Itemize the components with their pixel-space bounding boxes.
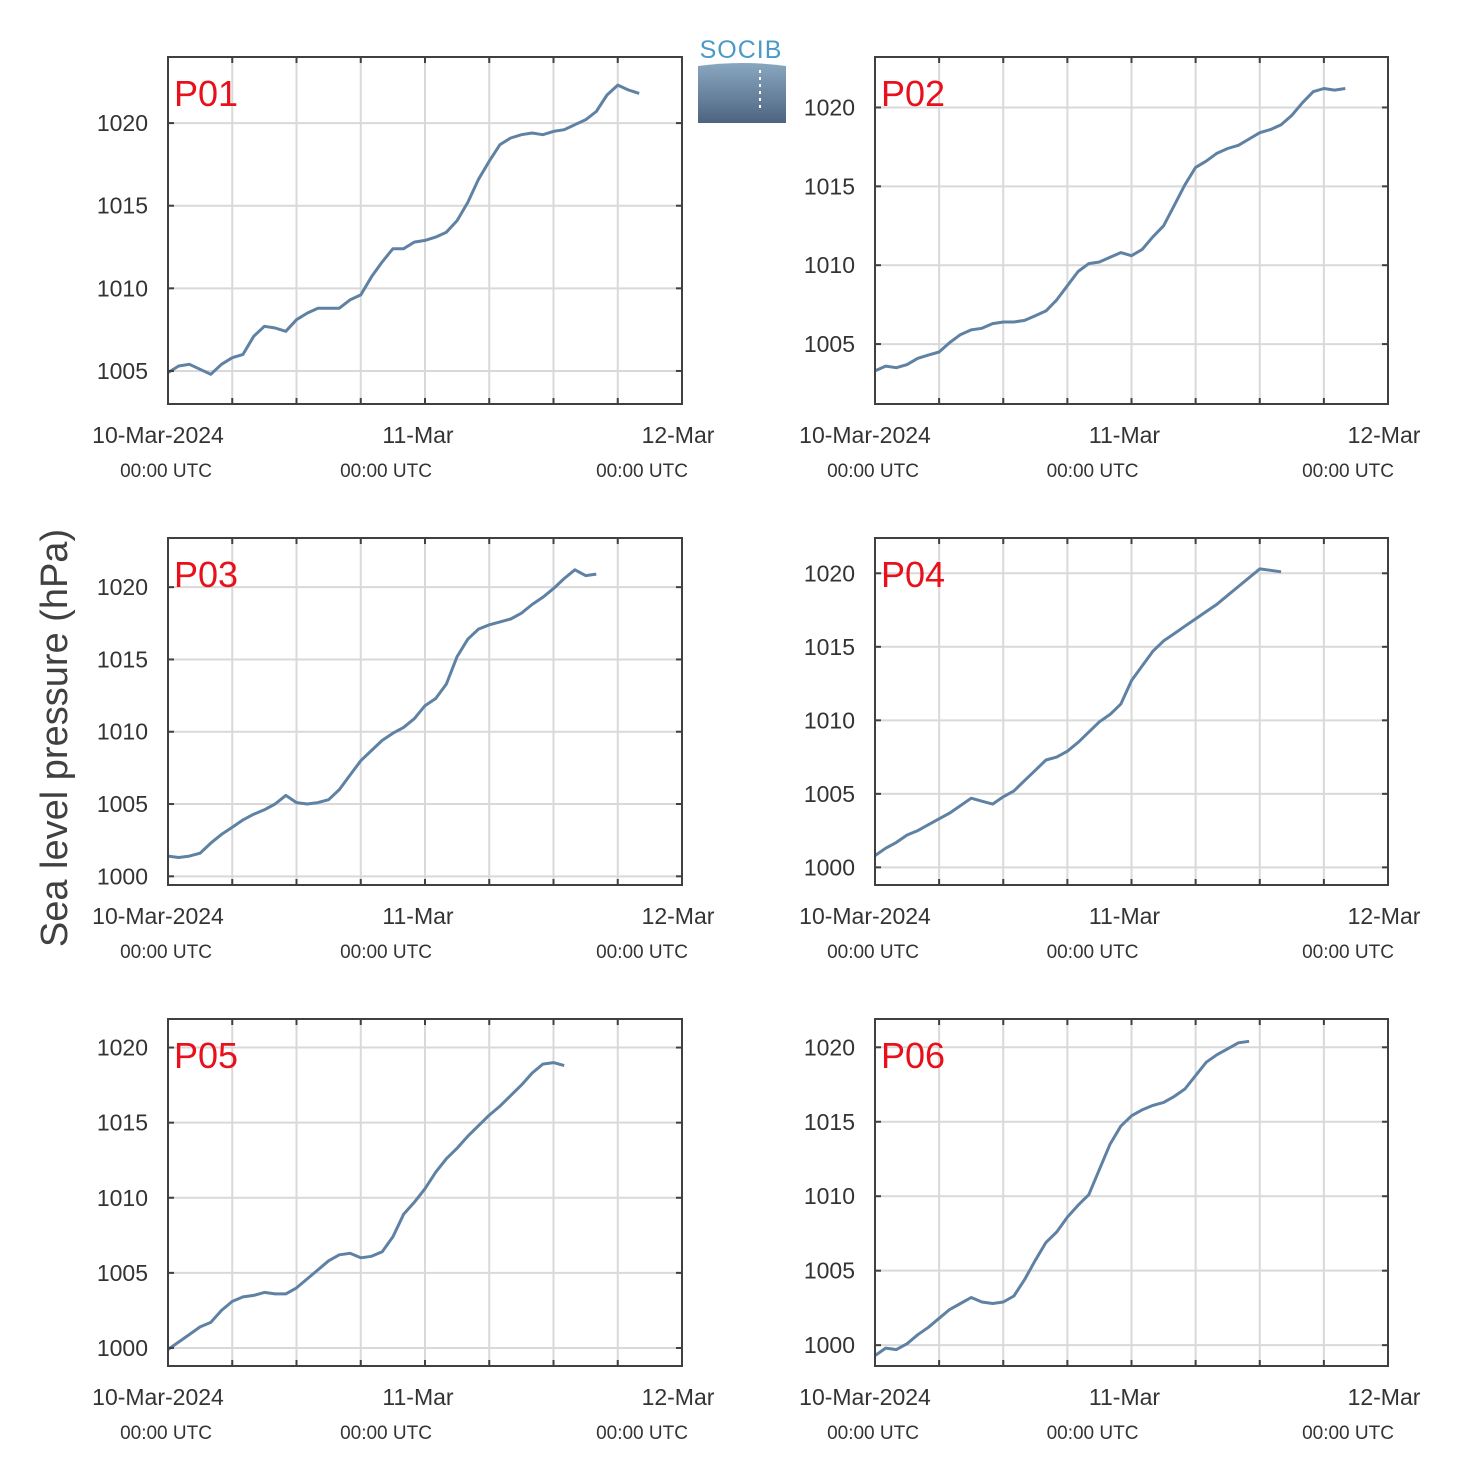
y-tick-label: 1010 [97, 275, 148, 301]
y-tick-label: 1015 [97, 1110, 148, 1136]
socib-logo: SOCIB [698, 36, 786, 123]
panel-p04: 1000 1005 1010 1015 1020 10-Mar-2024 00:00 UTC… [799, 537, 1421, 963]
series-line [167, 568, 597, 859]
y-tick-label: 1005 [804, 1258, 855, 1284]
x-tick-label: 10-Mar-2024 [92, 422, 224, 448]
panel-title: P04 [881, 554, 945, 595]
y-tick-label: 1020 [804, 94, 855, 120]
x-tick-sublabel: 00:00 UTC [1302, 461, 1394, 482]
y-tick-label: 1005 [97, 358, 148, 384]
series-line [874, 87, 1346, 373]
x-tick-sublabel: 00:00 UTC [827, 942, 919, 963]
panel-p06: 1000 1005 1010 1015 1020 10-Mar-2024 00:00 UTC… [799, 1018, 1421, 1444]
panel-p05: 1000 1005 1010 1015 1020 10-Mar-2024 00:00 UTC… [92, 1018, 715, 1444]
panel-title: P06 [881, 1035, 945, 1076]
y-tick-label: 1005 [97, 1260, 148, 1286]
y-tick-label: 1015 [97, 646, 148, 672]
x-tick-sublabel: 00:00 UTC [120, 942, 212, 963]
x-tick-label: 11-Mar [382, 422, 453, 448]
x-tick-label: 11-Mar [1089, 903, 1160, 929]
series-line [874, 567, 1282, 857]
y-tick-label: 1000 [97, 1335, 148, 1361]
series-line [874, 1039, 1250, 1357]
x-tick-label: 12-Mar [642, 422, 715, 448]
y-tick-label: 1010 [804, 252, 855, 278]
x-tick-sublabel: 00:00 UTC [827, 1423, 919, 1444]
y-tick-label: 1020 [97, 110, 148, 136]
x-tick-label: 10-Mar-2024 [799, 903, 931, 929]
x-tick-label: 12-Mar [642, 903, 715, 929]
y-tick-label: 1005 [97, 791, 148, 817]
x-tick-label: 12-Mar [1348, 1384, 1421, 1410]
y-tick-label: 1005 [804, 781, 855, 807]
y-tick-label: 1015 [804, 1109, 855, 1135]
y-tick-label: 1010 [804, 1183, 855, 1209]
x-tick-sublabel: 00:00 UTC [340, 1423, 432, 1444]
panel-title: P02 [881, 73, 945, 114]
x-tick-label: 11-Mar [1089, 422, 1160, 448]
panel-title: P05 [174, 1035, 238, 1076]
x-tick-label: 10-Mar-2024 [92, 903, 224, 929]
x-tick-label: 10-Mar-2024 [92, 1384, 224, 1410]
panel-p01: 1005 1010 1015 1020 10-Mar-2024 00:00 UTC 11-M… [92, 56, 715, 482]
panel-p02: 1005 1010 1015 1020 10-Mar-2024 00:00 UTC 11-M… [799, 56, 1421, 482]
y-tick-label: 1000 [97, 863, 148, 889]
series-line [167, 1061, 565, 1351]
y-tick-label: 1015 [804, 173, 855, 199]
x-tick-label: 10-Mar-2024 [799, 1384, 931, 1410]
series-line [167, 83, 640, 376]
x-tick-label: 11-Mar [382, 903, 453, 929]
panel-title: P03 [174, 554, 238, 595]
y-tick-label: 1005 [804, 331, 855, 357]
y-tick-label: 1020 [97, 574, 148, 600]
x-tick-label: 12-Mar [1348, 422, 1421, 448]
y-tick-label: 1015 [97, 193, 148, 219]
x-tick-sublabel: 00:00 UTC [1047, 1423, 1139, 1444]
y-tick-label: 1010 [97, 719, 148, 745]
panel-title: P01 [174, 73, 238, 114]
logo-text: SOCIB [700, 36, 783, 64]
x-tick-sublabel: 00:00 UTC [1047, 942, 1139, 963]
x-tick-sublabel: 00:00 UTC [340, 461, 432, 482]
panel-p03: 1000 1005 1010 1015 1020 10-Mar-2024 00:00 UTC… [92, 537, 715, 963]
x-tick-sublabel: 00:00 UTC [1302, 942, 1394, 963]
x-tick-sublabel: 00:00 UTC [1302, 1423, 1394, 1444]
x-tick-sublabel: 00:00 UTC [596, 461, 688, 482]
x-tick-label: 10-Mar-2024 [799, 422, 931, 448]
x-tick-sublabel: 00:00 UTC [120, 1423, 212, 1444]
y-tick-label: 1000 [804, 854, 855, 880]
x-tick-sublabel: 00:00 UTC [120, 461, 212, 482]
x-tick-sublabel: 00:00 UTC [340, 942, 432, 963]
x-tick-label: 11-Mar [382, 1384, 453, 1410]
y-axis-label: Sea level pressure (hPa) [34, 529, 76, 947]
y-tick-label: 1020 [97, 1035, 148, 1061]
x-tick-label: 11-Mar [1089, 1384, 1160, 1410]
y-tick-label: 1015 [804, 634, 855, 660]
y-tick-label: 1010 [97, 1185, 148, 1211]
x-tick-sublabel: 00:00 UTC [1047, 461, 1139, 482]
y-tick-label: 1000 [804, 1332, 855, 1358]
x-tick-sublabel: 00:00 UTC [827, 461, 919, 482]
x-tick-label: 12-Mar [642, 1384, 715, 1410]
y-tick-label: 1010 [804, 707, 855, 733]
y-tick-label: 1020 [804, 1034, 855, 1060]
x-tick-sublabel: 00:00 UTC [596, 942, 688, 963]
x-tick-label: 12-Mar [1348, 903, 1421, 929]
x-tick-sublabel: 00:00 UTC [596, 1423, 688, 1444]
y-tick-label: 1020 [804, 560, 855, 586]
